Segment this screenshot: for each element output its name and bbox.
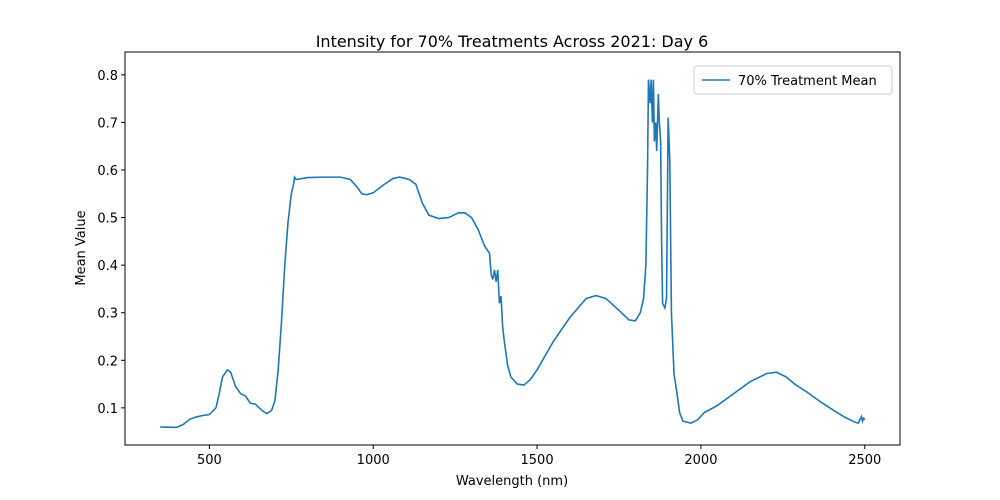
y-tick-label: 0.1	[97, 402, 118, 417]
x-tick-label: 1000	[357, 453, 390, 468]
y-tick-label: 0.6	[97, 164, 118, 179]
legend-label: 70% Treatment Mean	[738, 74, 877, 89]
y-tick-label: 0.3	[97, 307, 118, 322]
plot-frame	[124, 51, 901, 446]
y-tick-label: 0.5	[97, 212, 118, 227]
chart-title: Intensity for 70% Treatments Across 2021…	[316, 32, 709, 51]
legend-box	[693, 65, 893, 95]
y-axis-label: Mean Value	[74, 210, 89, 285]
y-tick-label: 0.8	[97, 69, 118, 84]
x-tick-label: 1500	[521, 453, 554, 468]
x-tick-label: 2000	[684, 453, 717, 468]
y-tick-label: 0.4	[97, 259, 118, 274]
line-series	[160, 79, 866, 429]
x-tick-label: 500	[197, 453, 222, 468]
y-tick-label: 0.7	[97, 116, 118, 131]
x-tick-label: 2500	[848, 453, 881, 468]
y-tick-label: 0.2	[97, 354, 118, 369]
x-axis-label: Wavelength (nm)	[456, 474, 568, 489]
